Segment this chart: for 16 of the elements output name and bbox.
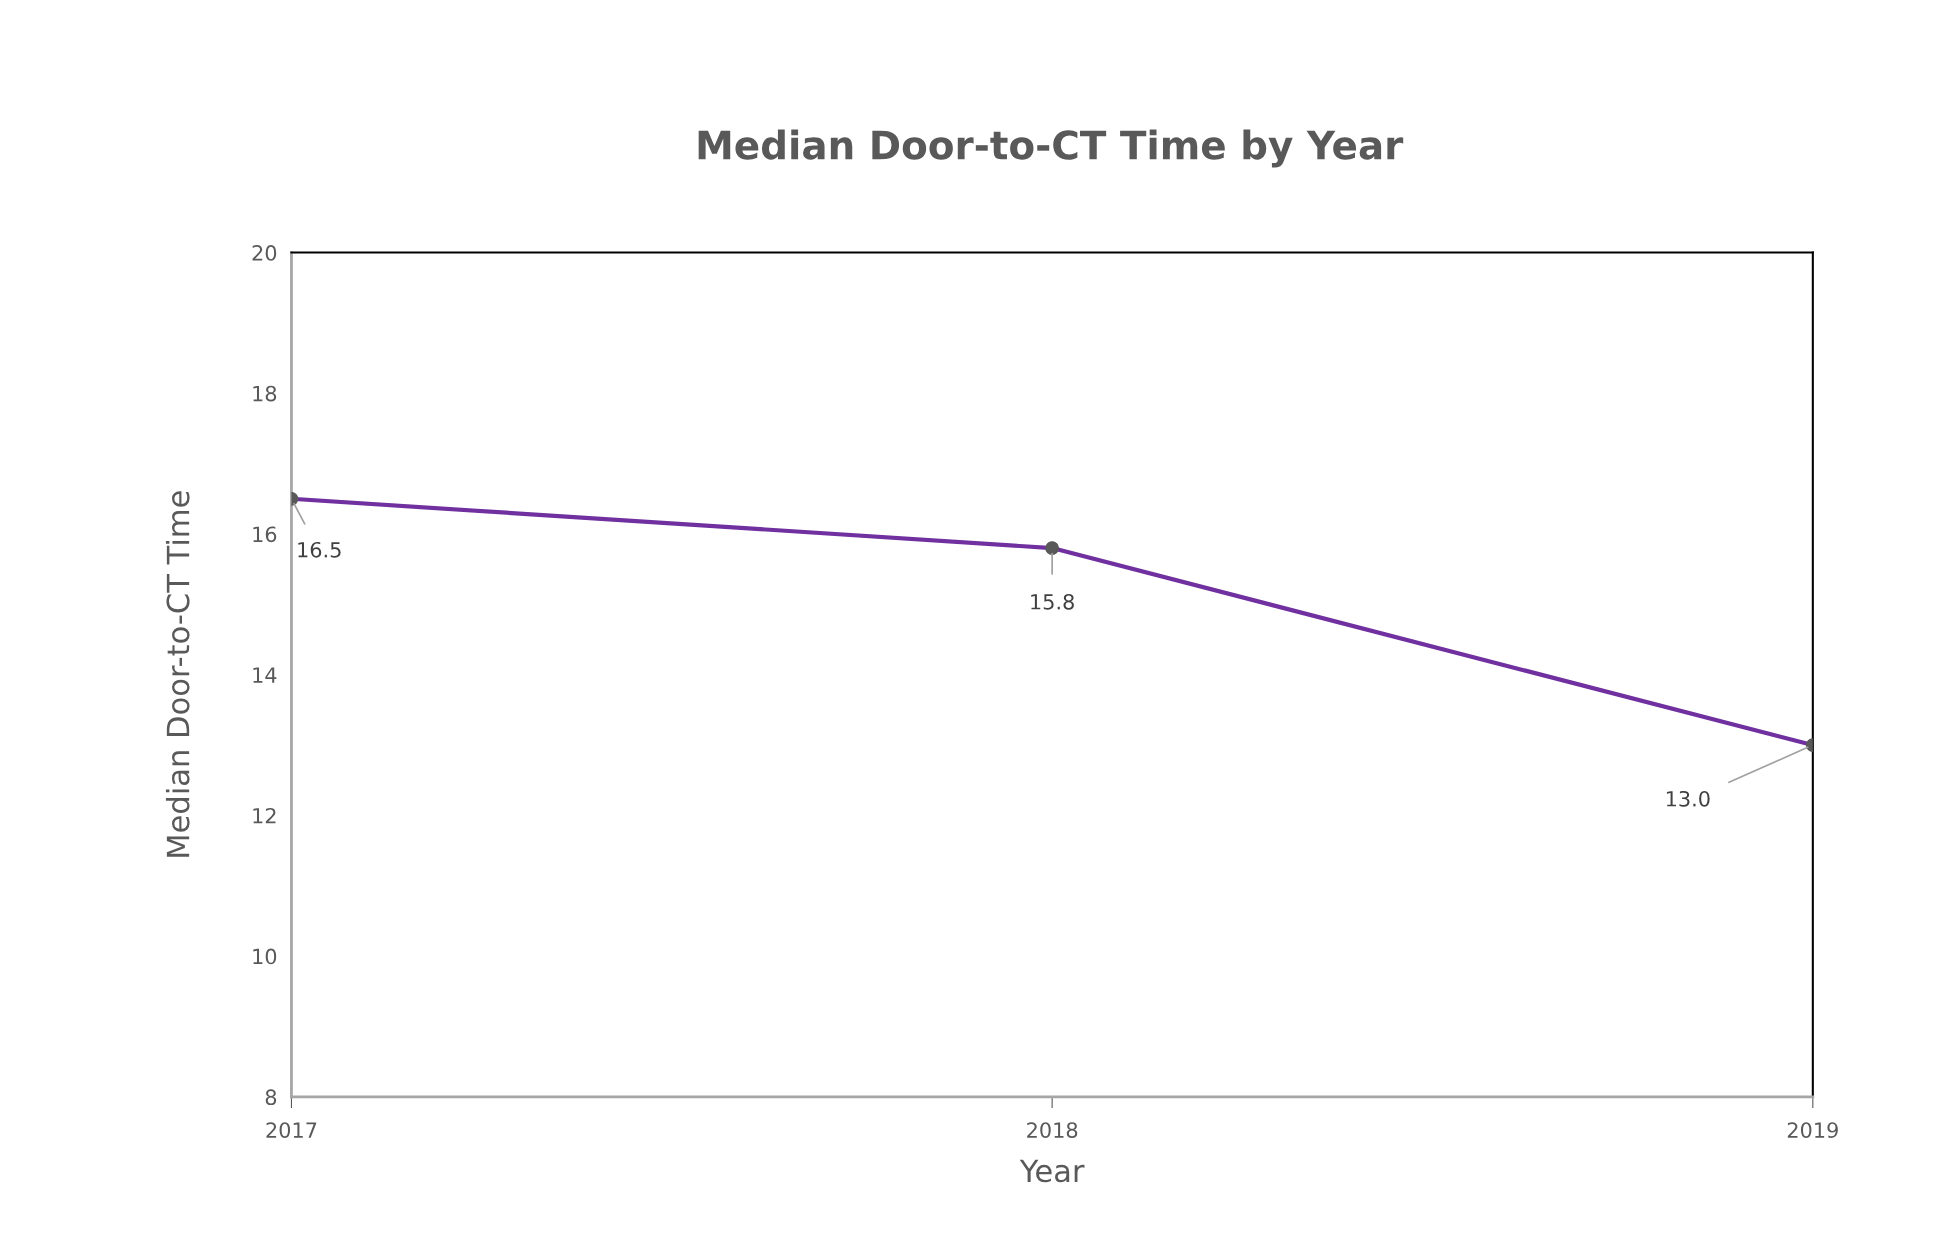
y-tick-label: 20	[252, 245, 277, 261]
y-tick-label: 16	[253, 526, 277, 543]
y-axis-title: Median Door-to-CT Time	[165, 491, 190, 857]
y-tick-label: 18	[253, 385, 277, 402]
x-tick-label: 2019	[1787, 1122, 1838, 1138]
y-tick-label: 14	[253, 667, 277, 683]
y-tick-label: 8	[265, 1089, 277, 1106]
y-tick-label: 10	[253, 948, 277, 965]
data-label: 13.0	[1666, 790, 1710, 807]
x-axis-title: Year	[1019, 1159, 1085, 1183]
data-label: 16.5	[298, 541, 341, 558]
chart-title: Median Door-to-CT Time by Year	[698, 129, 1404, 168]
x-tick-label: 2018	[1027, 1122, 1078, 1138]
data-label: 15.8	[1031, 593, 1074, 610]
y-tick-label: 12	[253, 807, 276, 824]
x-tick-label: 2017	[266, 1122, 317, 1138]
